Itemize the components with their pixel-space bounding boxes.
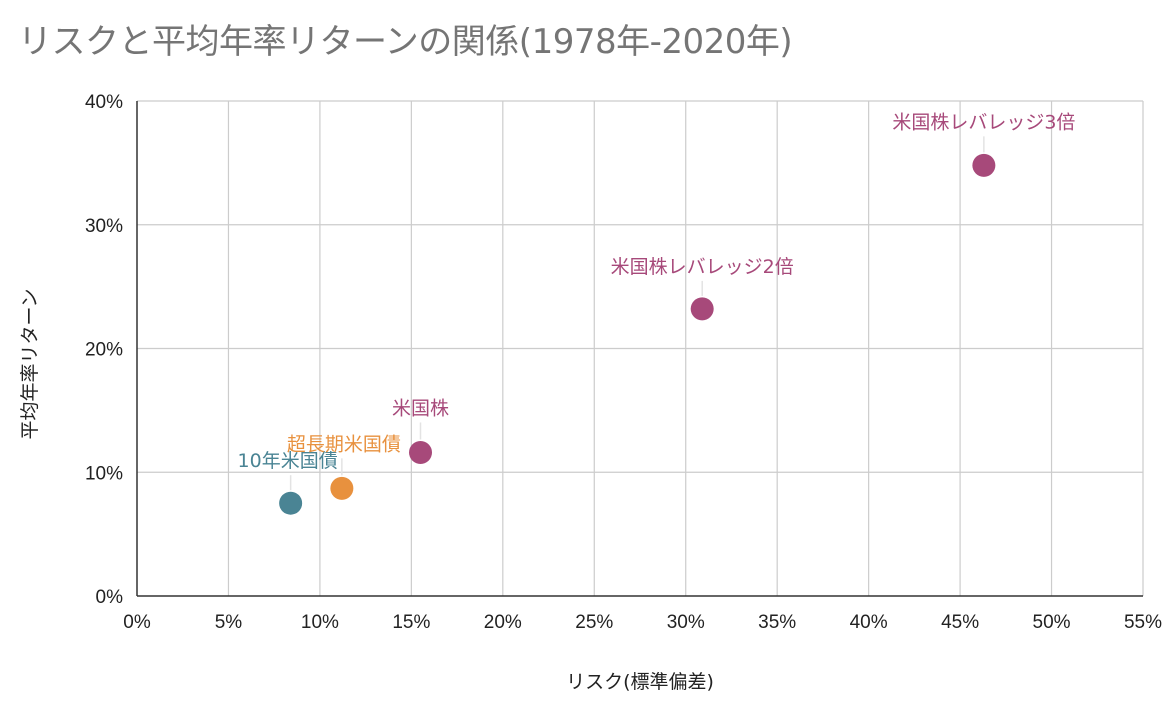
x-tick-label: 45% bbox=[941, 612, 979, 633]
y-tick-label: 0% bbox=[96, 587, 124, 608]
x-tick-label: 50% bbox=[1033, 612, 1071, 633]
data-point-label: 超長期米国債 bbox=[287, 433, 401, 455]
x-tick-label: 25% bbox=[575, 612, 613, 633]
data-point-label: 米国株レバレッジ2倍 bbox=[611, 256, 794, 278]
y-tick-label: 20% bbox=[85, 340, 123, 361]
x-tick-label: 20% bbox=[484, 612, 522, 633]
x-tick-label: 5% bbox=[215, 612, 243, 633]
x-tick-label: 40% bbox=[850, 612, 888, 633]
x-tick-label: 35% bbox=[758, 612, 796, 633]
grid-layer bbox=[137, 100, 1144, 596]
data-point-label: 10年米国債 bbox=[238, 450, 338, 472]
axis-layer: 0% 5% 10% 15% 20% 25% 30% 35% 40% 45% 50% 55% 0% 10% 2… bbox=[85, 92, 1162, 633]
y-axis-title: 平均年率リターン bbox=[19, 288, 41, 439]
data-point bbox=[330, 476, 354, 500]
x-tick-label: 55% bbox=[1124, 612, 1162, 633]
x-tick-label: 30% bbox=[667, 612, 705, 633]
x-axis-title: リスク(標準偏差) bbox=[566, 671, 714, 693]
x-tick-label: 15% bbox=[392, 612, 430, 633]
data-point bbox=[972, 153, 996, 177]
y-tick-label: 10% bbox=[85, 463, 123, 484]
y-tick-label: 30% bbox=[85, 216, 123, 237]
data-point-label: 米国株レバレッジ3倍 bbox=[892, 111, 1075, 133]
data-point bbox=[279, 491, 303, 515]
data-point bbox=[690, 297, 714, 321]
data-point-label: 米国株 bbox=[392, 397, 449, 419]
chart-title: リスクと平均年率リターンの関係(1978年-2020年) bbox=[18, 22, 793, 62]
y-tick-label: 40% bbox=[85, 92, 123, 113]
x-tick-label: 0% bbox=[123, 612, 151, 633]
data-point bbox=[409, 440, 433, 464]
x-tick-label: 10% bbox=[301, 612, 339, 633]
